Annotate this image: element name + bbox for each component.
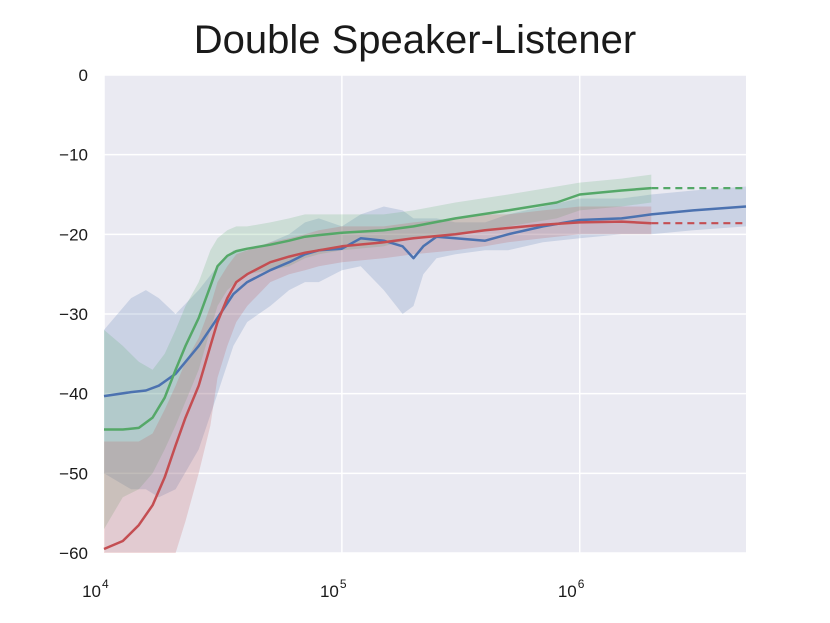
y-tick-label: 0 xyxy=(79,66,88,85)
series-lines xyxy=(103,186,747,551)
x-tick-exponent: 5 xyxy=(340,577,347,591)
y-axis: 0 −10 −20 −30 −40 −50 −60 xyxy=(59,66,88,563)
y-tick-label: −50 xyxy=(59,464,88,483)
series-3-band xyxy=(104,206,652,553)
y-tick-label: −40 xyxy=(59,385,88,404)
x-tick-label: 10 5 xyxy=(320,577,347,601)
x-tick-exponent: 6 xyxy=(578,577,585,591)
x-tick-base: 10 xyxy=(82,582,101,601)
chart-title: Double Speaker-Listener xyxy=(193,18,637,62)
series-2-line xyxy=(104,186,652,431)
grid xyxy=(103,74,746,554)
x-axis: 10 4 10 5 10 6 xyxy=(82,577,585,601)
y-tick-label: −10 xyxy=(59,146,88,165)
x-tick-base: 10 xyxy=(558,582,577,601)
series-2-band xyxy=(104,174,652,530)
y-tick-label: −30 xyxy=(59,305,88,324)
y-tick-label: −20 xyxy=(59,225,88,244)
x-tick-label: 10 6 xyxy=(558,577,585,601)
x-tick-base: 10 xyxy=(320,582,339,601)
series-3-line xyxy=(103,220,652,551)
y-tick-label: −60 xyxy=(59,544,88,563)
x-tick-label: 10 4 xyxy=(82,577,109,601)
x-tick-exponent: 4 xyxy=(102,577,109,591)
